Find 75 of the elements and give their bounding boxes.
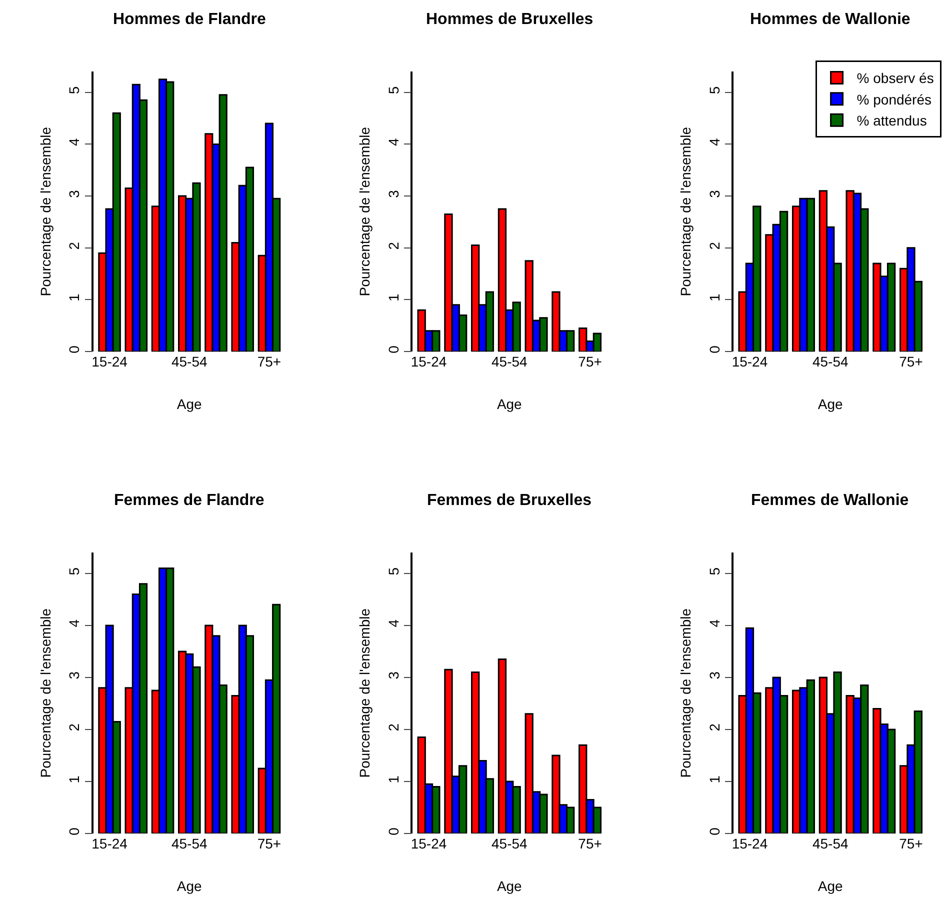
y-tick-label: 5: [66, 567, 82, 576]
y-tick-label: 2: [66, 723, 82, 732]
y-axis-title: Pourcentage de l'ensemble: [37, 608, 54, 778]
y-tick-label: 4: [385, 138, 402, 146]
x-tick-label: 45-54: [171, 836, 208, 852]
y-tick-label: 0: [66, 345, 82, 354]
chart-title: Hommes de Wallonie: [750, 11, 910, 28]
y-tick-label: 0: [706, 827, 722, 836]
y-tick-label: 4: [66, 619, 82, 628]
legend-label: % observ és: [856, 70, 934, 86]
y-tick-label: 2: [66, 242, 82, 250]
y-tick-label: 1: [706, 775, 722, 784]
x-tick-label: 15-24: [732, 836, 768, 852]
y-axis-title: Pourcentage de l'ensemble: [677, 608, 694, 778]
x-tick-label: 45-54: [812, 836, 848, 852]
y-tick-label: 3: [706, 190, 722, 198]
y-tick-label: 5: [66, 86, 82, 94]
x-tick-label: 15-24: [732, 354, 768, 370]
y-tick-label: 0: [706, 345, 722, 354]
y-tick-label: 3: [385, 671, 402, 680]
chart-title: Femmes de Flandre: [114, 492, 264, 509]
y-axis-title: Pourcentage de l'ensemble: [37, 126, 54, 296]
y-tick-label: 2: [706, 242, 722, 250]
y-axis-title: Pourcentage de l'ensemble: [677, 126, 694, 296]
y-tick-label: 5: [706, 86, 722, 94]
y-axis-title: Pourcentage de l'ensemble: [356, 608, 372, 778]
y-tick-label: 2: [706, 723, 722, 732]
chart-title: Hommes de Bruxelles: [426, 11, 594, 28]
chart-title: Femmes de Wallonie: [751, 492, 909, 509]
x-tick-label: 45-54: [812, 354, 848, 370]
y-tick-label: 3: [66, 671, 82, 680]
y-tick-label: 5: [385, 567, 402, 576]
x-tick-label: 15-24: [410, 836, 447, 852]
y-tick-label: 5: [385, 86, 402, 94]
y-axis-title: Pourcentage de l'ensemble: [356, 126, 372, 296]
y-tick-label: 1: [385, 294, 402, 302]
y-tick-label: 4: [706, 138, 722, 146]
y-tick-label: 4: [66, 138, 82, 146]
y-tick-label: 3: [66, 190, 82, 198]
y-tick-label: 1: [66, 294, 82, 302]
x-axis-title: Age: [176, 878, 202, 894]
y-tick-label: 3: [385, 190, 402, 198]
x-tick-label: 45-54: [491, 354, 528, 370]
legend-label: % pondérés: [856, 91, 932, 108]
x-tick-label: 15-24: [92, 836, 128, 852]
y-tick-label: 0: [385, 345, 402, 354]
x-tick-label: 75+: [899, 354, 923, 370]
y-tick-label: 1: [706, 294, 722, 302]
y-tick-label: 0: [66, 827, 82, 836]
x-axis-title: Age: [818, 878, 844, 894]
x-axis-title: Age: [176, 396, 202, 412]
y-tick-label: 3: [706, 671, 722, 680]
y-tick-label: 1: [66, 775, 82, 784]
chart-title: Femmes de Bruxelles: [427, 492, 592, 509]
x-tick-label: 75+: [578, 354, 602, 370]
y-tick-label: 1: [385, 775, 402, 784]
y-tick-label: 2: [385, 723, 402, 732]
y-tick-label: 4: [706, 619, 722, 628]
x-tick-label: 45-54: [171, 354, 208, 370]
chart-title: Hommes de Flandre: [113, 11, 266, 28]
x-tick-label: 15-24: [92, 354, 128, 370]
x-tick-label: 75+: [578, 836, 602, 852]
x-tick-label: 75+: [899, 836, 923, 852]
x-tick-label: 75+: [257, 354, 282, 370]
x-axis-title: Age: [496, 396, 522, 412]
x-axis-title: Age: [496, 878, 522, 894]
y-tick-label: 4: [385, 619, 402, 628]
y-tick-label: 2: [385, 242, 402, 250]
x-tick-label: 45-54: [491, 836, 528, 852]
x-axis-title: Age: [818, 396, 844, 412]
legend-label: % attendus: [856, 112, 927, 129]
y-tick-label: 0: [385, 827, 402, 836]
x-tick-label: 75+: [257, 836, 282, 852]
x-tick-label: 15-24: [410, 354, 447, 370]
y-tick-label: 5: [706, 567, 722, 576]
